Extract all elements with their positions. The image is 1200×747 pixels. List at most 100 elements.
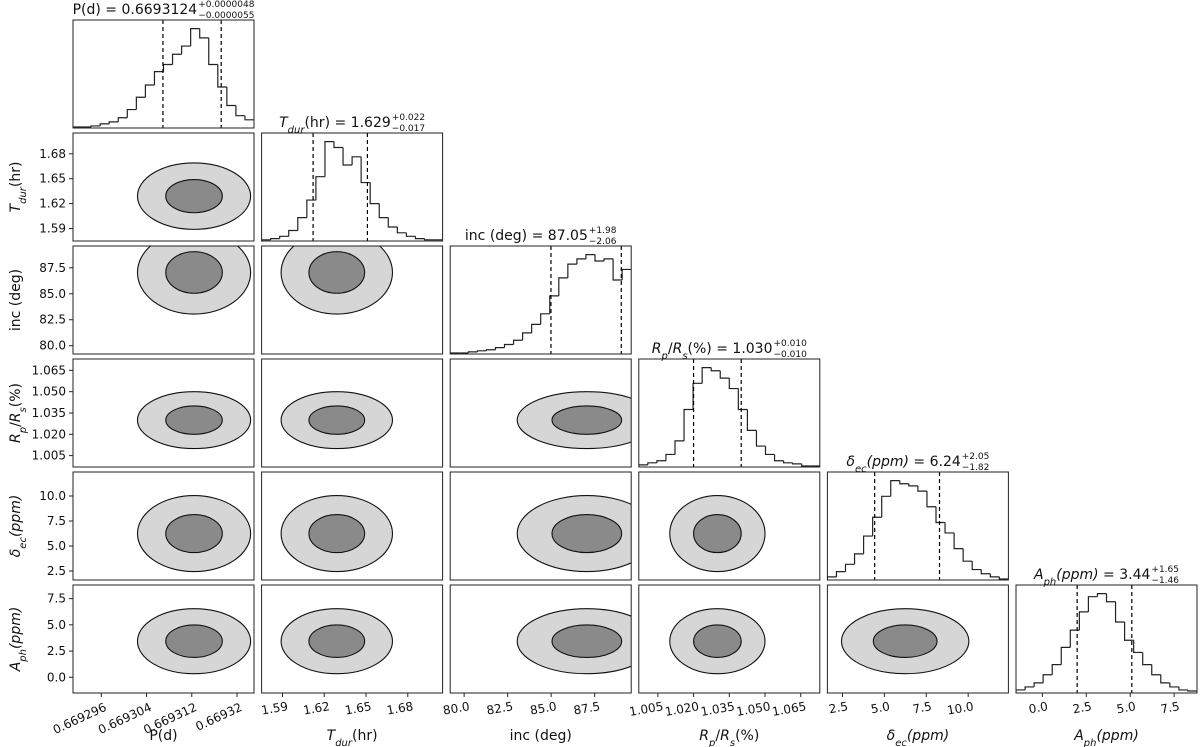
- panel: [516, 391, 632, 450]
- hist-step: [324, 141, 334, 177]
- hist-step: [405, 232, 416, 237]
- hist-step: [144, 84, 155, 98]
- label-part: /: [668, 341, 673, 357]
- label-part: R: [8, 433, 24, 443]
- title-value: 1.629: [351, 115, 391, 131]
- y-tick-label: 1.035: [32, 406, 66, 420]
- panel: [827, 472, 1009, 580]
- hist-step: [1151, 664, 1161, 676]
- contour: [693, 624, 742, 659]
- hist-step: [485, 349, 496, 351]
- contour: [693, 514, 742, 554]
- hist-step: [908, 483, 918, 487]
- hist-step: [1105, 593, 1116, 603]
- hist-step: [279, 235, 289, 239]
- label-part: s: [730, 738, 735, 747]
- panel-title: P(d) = 0.6693124 +0.0000048−0.0000055: [73, 0, 255, 21]
- contour: [165, 178, 223, 214]
- contour: [872, 624, 938, 659]
- label-part: (ppm): [8, 607, 24, 649]
- y-tick-label: 10.0: [39, 489, 66, 503]
- title-value: 3.44: [1119, 567, 1150, 583]
- hist-step: [746, 409, 757, 431]
- hist-step: [162, 63, 173, 72]
- panel-frame: [261, 471, 444, 581]
- panel-frame: [638, 358, 821, 468]
- hist-step: [962, 548, 973, 562]
- label-part: inc (deg): [8, 269, 24, 331]
- panel: [669, 495, 766, 573]
- label-part: T: [279, 115, 289, 131]
- label-part: P(d): [73, 2, 101, 18]
- hist-step: [801, 463, 811, 467]
- y-tick-label: 1.59: [39, 222, 66, 236]
- hist-step: [73, 126, 83, 128]
- hist-step: [899, 480, 909, 485]
- hist-step: [244, 115, 254, 121]
- hist-step: [944, 522, 955, 534]
- hist-step: [917, 485, 927, 492]
- y-tick-label: 7.5: [47, 592, 66, 606]
- hist-step: [378, 203, 389, 219]
- panel: [669, 608, 766, 675]
- hist-step: [792, 462, 802, 465]
- hist-step: [1033, 682, 1044, 687]
- title-minus: −0.0000055: [198, 11, 254, 21]
- panel-title: δec(ppm) = 6.24 +2.05−1.82: [846, 452, 989, 475]
- y-tick-label: 85.0: [39, 287, 66, 301]
- panel: [136, 162, 252, 230]
- label-part: (ppm): [1056, 567, 1098, 583]
- hist-step: [369, 182, 380, 205]
- hist-step: [270, 238, 280, 240]
- hist-step: [674, 440, 685, 455]
- panel-frame: [449, 471, 632, 581]
- panel-frame: [449, 358, 632, 468]
- hist-step: [90, 125, 101, 127]
- hist-step: [998, 576, 1009, 580]
- hist-step: [181, 45, 191, 55]
- hist-step: [737, 388, 748, 411]
- label-part: R: [720, 728, 730, 744]
- hist-step: [827, 576, 837, 580]
- label-part: A: [1033, 567, 1044, 583]
- hist-step: [621, 268, 632, 281]
- hist-step: [1042, 674, 1053, 683]
- title-minus: −1.82: [962, 463, 990, 473]
- label-part: T: [327, 728, 337, 744]
- hist-step: [226, 87, 236, 107]
- title-value: 1.030: [732, 341, 772, 357]
- label-part: inc (deg): [510, 728, 572, 744]
- y-tick-label: 87.5: [39, 261, 66, 275]
- panel-frame: [261, 132, 444, 242]
- hist-step: [953, 532, 964, 550]
- panel: [136, 246, 252, 315]
- hist-step: [656, 460, 666, 463]
- contour: [165, 624, 223, 659]
- hist-step: [153, 71, 164, 85]
- x-tick-label: 1.68: [386, 699, 415, 717]
- hist-step: [297, 217, 307, 231]
- panel-frame: [72, 19, 255, 129]
- title-sep: =: [712, 341, 733, 357]
- hist-step: [396, 226, 407, 234]
- label-part: (ppm): [907, 728, 949, 744]
- panel-frame: [72, 584, 255, 694]
- label-part: R: [699, 728, 709, 744]
- title-main: Aph(ppm) = 3.44: [1033, 567, 1151, 588]
- hist-step: [423, 238, 434, 241]
- hist-step: [126, 108, 137, 118]
- panel: [840, 608, 970, 675]
- hist-step: [692, 382, 703, 410]
- x-axis-label: Tdur(hr): [327, 728, 378, 747]
- x-tick-label: 1.59: [260, 699, 289, 717]
- hist-step: [1169, 682, 1179, 688]
- panel: [280, 608, 394, 675]
- x-axis-label: Rp/Rs(%): [699, 728, 759, 747]
- hist-step: [1124, 622, 1134, 641]
- label-part: (%): [688, 341, 712, 357]
- y-tick-label: 1.68: [39, 147, 66, 161]
- label-part: ph: [1043, 577, 1057, 588]
- panel-title: Tdur(hr) = 1.629 +0.022−0.017: [279, 113, 425, 136]
- x-tick-label: 1.065: [771, 699, 807, 719]
- hist-step: [414, 236, 425, 240]
